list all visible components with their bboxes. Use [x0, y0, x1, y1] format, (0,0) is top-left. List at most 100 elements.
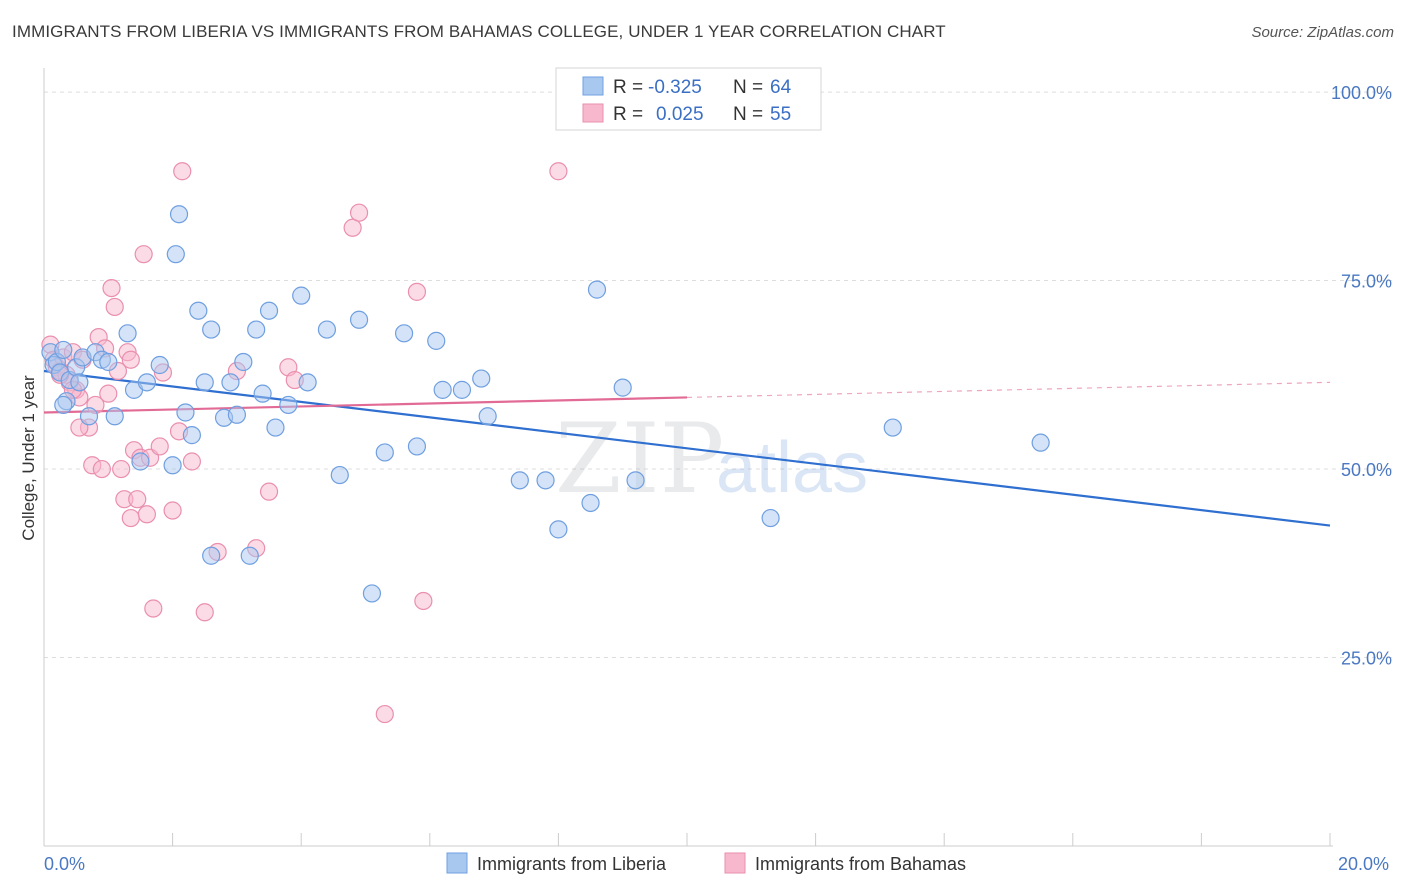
liberia-points	[41, 205, 1050, 603]
bahamas-point-41	[259, 482, 279, 501]
liberia-point-20	[163, 456, 182, 475]
liberia-point-25	[189, 301, 208, 320]
watermark-zip: ZIP	[555, 403, 724, 515]
bahamas-point-26	[128, 490, 147, 509]
y-tick-label-75: 75.0%	[1341, 272, 1392, 292]
liberia-point-55	[549, 520, 568, 539]
bahamas-point-35	[173, 162, 192, 181]
bahamas-point-28	[134, 245, 153, 264]
legend-n-value-liberia: 64	[770, 77, 792, 98]
liberia-point-36	[259, 301, 279, 320]
liberia-point-37	[266, 418, 285, 437]
bahamas-points	[41, 162, 568, 724]
liberia-point-30	[221, 373, 240, 392]
legend-r-value-bahamas: 0.025	[656, 104, 704, 125]
bahamas-point-37	[195, 603, 214, 622]
liberia-point-63	[54, 395, 73, 415]
liberia-point-10	[79, 407, 99, 426]
source-credit: Source: ZipAtlas.com	[1251, 24, 1394, 41]
liberia-point-60	[761, 508, 780, 528]
legend-n-label-liberia: N =	[733, 77, 763, 98]
series-legend-swatch-liberia[interactable]	[446, 852, 468, 874]
liberia-point-51	[472, 369, 491, 388]
liberia-point-24	[182, 426, 201, 445]
bahamas-point-51	[121, 350, 140, 369]
bahamas-point-15	[92, 459, 111, 479]
liberia-point-39	[292, 286, 311, 305]
stats-legend: R = -0.325 N = 64 R = 0.025 N = 55	[555, 67, 822, 131]
x-ticks	[43, 833, 1331, 846]
gridlines	[44, 91, 1392, 659]
liberia-point-62	[1031, 433, 1050, 452]
bahamas-point-33	[163, 501, 182, 520]
liberia-point-31	[227, 405, 246, 424]
liberia-point-17	[131, 452, 150, 471]
bahamas-point-31	[144, 599, 163, 618]
series-legend-label-bahamas[interactable]: Immigrants from Bahamas	[755, 854, 966, 874]
legend-swatch-bahamas	[582, 103, 604, 123]
liberia-point-23	[176, 403, 195, 422]
liberia-point-28	[202, 546, 221, 565]
liberia-point-61	[883, 418, 902, 437]
bahamas-point-21	[112, 459, 131, 479]
liberia-point-4	[54, 340, 73, 360]
legend-r-label-liberia: R =	[613, 77, 643, 98]
liberia-point-38	[279, 395, 298, 415]
y-axis-title: College, Under 1 year	[19, 375, 38, 541]
liberia-point-56	[581, 493, 600, 513]
y-tick-label-25: 25.0%	[1341, 649, 1392, 669]
liberia-point-19	[150, 355, 169, 375]
legend-swatch-liberia	[582, 76, 604, 96]
legend-n-value-bahamas: 55	[770, 104, 791, 125]
bahamas-point-32	[150, 437, 169, 456]
liberia-point-57	[587, 280, 607, 299]
x-tick-label-max: 20.0%	[1338, 854, 1389, 874]
bahamas-point-36	[182, 452, 201, 471]
liberia-point-46	[394, 324, 414, 343]
liberia-point-42	[330, 465, 349, 485]
liberia-point-34	[247, 320, 266, 339]
liberia-point-58	[613, 378, 632, 397]
liberia-point-44	[362, 584, 382, 603]
legend-r-label-bahamas: R =	[613, 104, 643, 125]
bahamas-point-46	[375, 704, 394, 724]
trend-line-bahamas	[43, 396, 688, 414]
y-tick-labels: 25.0% 50.0% 75.0% 100.0%	[1331, 83, 1392, 668]
liberia-point-32	[234, 352, 253, 372]
bahamas-point-45	[349, 203, 369, 222]
liberia-point-22	[169, 205, 189, 224]
liberia-point-47	[407, 437, 427, 456]
bahamas-point-24	[121, 508, 140, 528]
liberia-point-40	[298, 373, 317, 392]
liberia-point-54	[536, 471, 555, 490]
y-tick-label-50: 50.0%	[1341, 460, 1392, 480]
series-legend-label-liberia[interactable]: Immigrants from Liberia	[477, 854, 667, 874]
bahamas-point-19	[105, 297, 124, 317]
legend-r-value-liberia: -0.325	[648, 77, 702, 98]
bahamas-point-48	[414, 591, 433, 611]
liberia-point-48	[427, 331, 446, 350]
liberia-point-14	[105, 407, 124, 426]
chart-title: IMMIGRANTS FROM LIBERIA VS IMMIGRANTS FR…	[12, 22, 946, 41]
legend-n-label-bahamas: N =	[733, 104, 763, 125]
liberia-point-52	[478, 407, 497, 426]
bahamas-point-47	[407, 282, 427, 301]
liberia-point-21	[166, 245, 185, 264]
x-tick-label-min: 0.0%	[44, 854, 85, 874]
liberia-point-59	[626, 471, 645, 490]
y-tick-label-100: 100.0%	[1331, 83, 1392, 103]
bahamas-point-18	[102, 278, 121, 298]
watermark: ZIP atlas	[555, 403, 868, 515]
axes	[43, 68, 1333, 847]
series-legend-swatch-bahamas[interactable]	[724, 852, 746, 874]
liberia-point-43	[349, 310, 369, 329]
liberia-point-13	[99, 352, 118, 372]
liberia-point-50	[452, 380, 472, 399]
bahamas-point-29	[137, 505, 156, 524]
trend-line-extension-bahamas	[686, 381, 1331, 399]
liberia-point-41	[317, 320, 337, 339]
liberia-point-33	[240, 546, 259, 565]
liberia-point-26	[195, 373, 214, 392]
liberia-point-49	[433, 380, 452, 399]
